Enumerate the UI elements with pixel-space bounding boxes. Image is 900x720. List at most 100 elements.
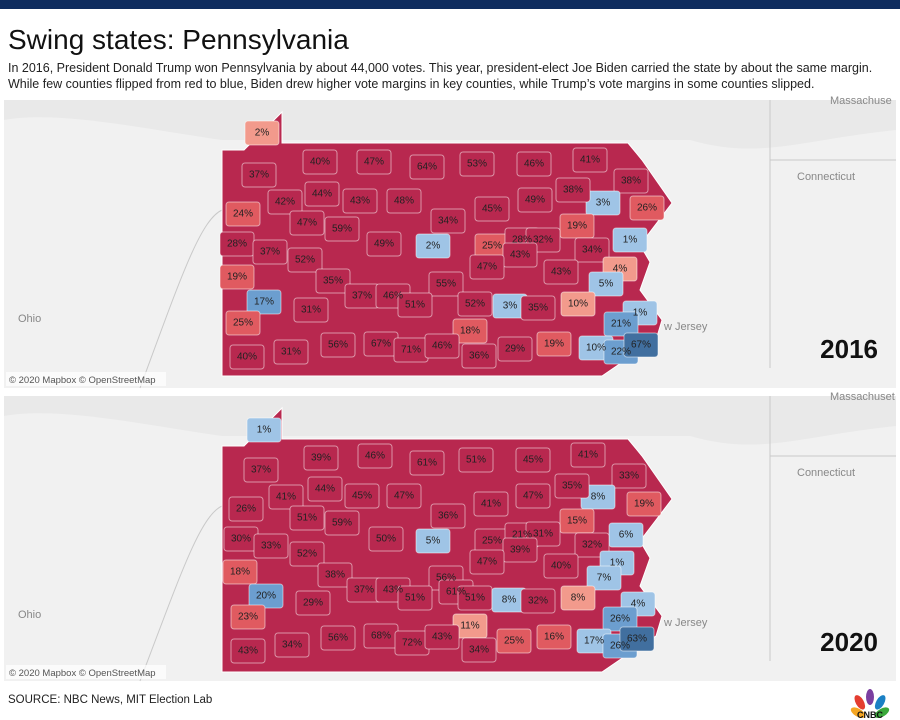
- county: [248, 583, 284, 609]
- county-label: 25%: [482, 241, 502, 252]
- county-label: 46%: [524, 159, 544, 170]
- county-label: 35%: [528, 303, 548, 314]
- county: [222, 559, 258, 585]
- county-label: 63%: [627, 634, 647, 645]
- county: [612, 227, 648, 253]
- county-label: 20%: [256, 591, 276, 602]
- county: [246, 289, 282, 315]
- county: [459, 151, 495, 177]
- county-label: 7%: [597, 573, 612, 584]
- county: [289, 541, 325, 567]
- county-label: 39%: [311, 453, 331, 464]
- county-label: 51%: [465, 593, 485, 604]
- subtitle: In 2016, President Donald Trump won Penn…: [8, 61, 873, 91]
- county-label: 61%: [417, 458, 437, 469]
- county: [219, 264, 255, 290]
- county: [554, 473, 590, 499]
- county-label: 43%: [551, 267, 571, 278]
- borders: [139, 396, 896, 682]
- county-label: 59%: [332, 224, 352, 235]
- county: [469, 254, 505, 280]
- attribution: © 2020 Mapbox © OpenStreetMap: [9, 375, 156, 386]
- county-label: 19%: [544, 339, 564, 350]
- county-label: 33%: [619, 471, 639, 482]
- county-label: 35%: [323, 276, 343, 287]
- county: [428, 271, 464, 297]
- county-label: 38%: [563, 185, 583, 196]
- county: [626, 491, 662, 517]
- county-label: 17%: [584, 636, 604, 647]
- county: [536, 331, 572, 357]
- county-label: 26%: [610, 641, 630, 652]
- county: [368, 526, 404, 552]
- county: [267, 189, 303, 215]
- county-label: 51%: [405, 593, 425, 604]
- county: [520, 295, 556, 321]
- county: [586, 565, 622, 591]
- county: [570, 442, 606, 468]
- county-label: 11%: [460, 621, 479, 632]
- county: [295, 590, 331, 616]
- county: [289, 210, 325, 236]
- county: [366, 231, 402, 257]
- county-label: 45%: [352, 491, 372, 502]
- county: [613, 168, 649, 194]
- county-label: 30%: [231, 534, 251, 545]
- county-label: 31%: [301, 305, 321, 316]
- cnbc-logo: CNBC: [850, 689, 890, 720]
- county-label: 33%: [261, 541, 281, 552]
- county-label: 34%: [438, 216, 458, 227]
- year-label: 2020: [820, 627, 878, 657]
- county-label: 40%: [237, 352, 257, 363]
- county-label: 26%: [236, 504, 256, 515]
- county: [293, 297, 329, 323]
- county-label: 38%: [621, 176, 641, 187]
- title: Swing states: Pennsylvania: [8, 24, 349, 55]
- county-label: 49%: [374, 239, 394, 250]
- county-label: 53%: [467, 159, 487, 170]
- county: [268, 484, 304, 510]
- county-label: 31%: [281, 347, 301, 358]
- county-label: 1%: [633, 308, 648, 319]
- county-label: 41%: [578, 450, 598, 461]
- county-label: 47%: [297, 218, 317, 229]
- county: [386, 188, 422, 214]
- county: [315, 268, 351, 294]
- county-label: 40%: [310, 157, 330, 168]
- county-label: 46%: [383, 291, 403, 302]
- county: [588, 271, 624, 297]
- year-label: 2016: [820, 334, 878, 364]
- county: [629, 195, 665, 221]
- county: [307, 476, 343, 502]
- county-label: 18%: [230, 567, 250, 578]
- geo-label: w Jersey: [663, 321, 708, 333]
- county-label: 23%: [238, 612, 258, 623]
- county-label: 16%: [544, 632, 564, 643]
- county: [229, 344, 265, 370]
- county-label: 19%: [227, 272, 247, 283]
- county-label: 21%: [611, 319, 631, 330]
- county-label: 56%: [436, 573, 456, 584]
- county: [543, 553, 579, 579]
- geo-label: w Jersey: [663, 617, 708, 629]
- county: [273, 339, 309, 365]
- county-label: 37%: [354, 585, 374, 596]
- county-label: 10%: [586, 343, 606, 354]
- county: [520, 588, 556, 614]
- logo-text: CNBC: [857, 710, 883, 720]
- county-label: 37%: [260, 247, 280, 258]
- county: [461, 637, 497, 663]
- county-label: 32%: [533, 235, 553, 246]
- county-label: 37%: [251, 465, 271, 476]
- county: [572, 147, 608, 173]
- county-label: 15%: [567, 516, 587, 527]
- county: [458, 447, 494, 473]
- county-label: 43%: [350, 196, 370, 207]
- county-label: 4%: [613, 264, 628, 275]
- county: [243, 457, 279, 483]
- county-label: 24%: [233, 209, 253, 220]
- county-label: 41%: [481, 499, 501, 510]
- county: [225, 201, 261, 227]
- county: [302, 149, 338, 175]
- county: [496, 628, 532, 654]
